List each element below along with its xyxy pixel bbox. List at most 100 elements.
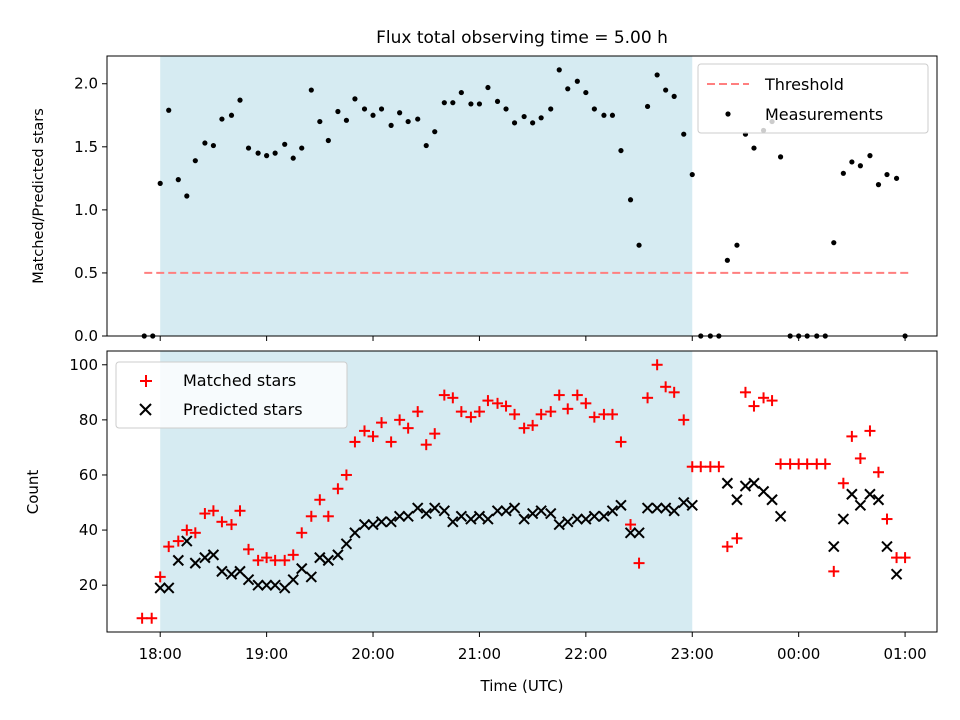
predicted-star-point	[252, 579, 264, 591]
measurement-point	[548, 106, 554, 112]
predicted-star-point	[872, 494, 885, 506]
matched-star-point	[801, 458, 813, 470]
predicted-star-point	[393, 510, 406, 523]
measurement-point	[335, 108, 341, 115]
matched-star-point	[606, 408, 618, 420]
predicted-star-point	[420, 507, 432, 520]
measurement-point	[343, 117, 350, 123]
measurement-point	[415, 116, 421, 122]
predicted-star-point	[358, 518, 371, 531]
measurement-point	[609, 112, 616, 118]
top-y-axis-label: Matched/Predicted stars	[31, 108, 47, 284]
measurement-point	[724, 257, 730, 263]
measurement-point	[272, 150, 278, 156]
matched-star-point	[854, 452, 866, 464]
bottom-y-axis-label: Count	[24, 470, 42, 515]
predicted-star-point	[482, 513, 494, 525]
measurement-point	[671, 93, 677, 99]
predicted-star-point	[269, 579, 281, 591]
matched-star-point	[739, 386, 751, 398]
matched-star-point	[332, 483, 344, 495]
bottom-y-tick-label: 80	[79, 411, 98, 429]
matched-star-point	[359, 425, 371, 437]
matched-star-point	[545, 406, 557, 418]
predicted-star-point	[526, 507, 539, 520]
matched-star-point	[252, 554, 264, 566]
measurement-point	[538, 115, 544, 121]
measurement-point	[511, 120, 518, 126]
measurement-point	[157, 180, 163, 186]
measurement-point	[751, 145, 757, 151]
predicted-star-point	[207, 549, 220, 561]
legend-predicted-label: Predicted stars	[183, 400, 303, 419]
top-y-axis-ticks: 0.0 0.5 1.0 1.5 2.0	[74, 75, 107, 345]
matched-star-point	[412, 406, 424, 418]
matched-star-point	[154, 571, 166, 583]
legend-matched-label: Matched stars	[183, 371, 296, 390]
matched-star-point	[872, 466, 884, 478]
predicted-star-point	[199, 551, 211, 564]
matched-star-point	[216, 516, 228, 528]
measurement-point	[458, 89, 464, 96]
predicted-star-point	[438, 505, 451, 517]
measurement-point	[565, 86, 571, 92]
predicted-star-point	[332, 549, 344, 561]
predicted-star-point	[606, 505, 619, 517]
matched-star-point	[642, 392, 654, 404]
measurement-point	[831, 240, 837, 246]
measurement-point	[308, 87, 314, 93]
predicted-star-point	[846, 488, 858, 500]
measurement-point	[689, 171, 695, 178]
predicted-star-point	[686, 499, 698, 511]
measurement-point	[202, 140, 208, 146]
measurement-point	[618, 147, 624, 154]
predicted-star-point	[535, 505, 547, 517]
predicted-star-point	[864, 488, 876, 500]
measurement-point	[485, 84, 491, 91]
matched-star-point	[553, 389, 565, 401]
predicted-star-point	[562, 516, 574, 528]
measurement-point	[397, 110, 403, 116]
predicted-star-point	[385, 516, 397, 528]
measurement-point	[175, 177, 181, 183]
bottom-legend-box	[115, 361, 348, 429]
bottom-y-tick-label: 100	[69, 356, 98, 374]
matched-star-point	[828, 565, 840, 577]
matched-star-point	[322, 510, 334, 522]
measurement-point	[370, 112, 376, 118]
measurement-point	[681, 131, 687, 137]
predicted-star-point	[447, 516, 459, 528]
matched-star-point	[615, 436, 627, 448]
matched-star-point	[775, 458, 787, 470]
predicted-star-point	[465, 513, 477, 525]
bottom-x-tick-label: 00:00	[777, 645, 820, 663]
predicted-star-point	[163, 582, 175, 594]
matched-star-point	[864, 425, 876, 437]
measurement-point	[574, 78, 580, 84]
matched-star-point	[819, 458, 831, 470]
matched-star-point	[482, 395, 494, 407]
predicted-star-point	[518, 513, 530, 525]
measurement-point	[583, 89, 589, 96]
predicted-star-point	[659, 502, 672, 514]
matched-star-point	[447, 392, 459, 404]
matched-star-point	[721, 541, 733, 553]
predicted-star-point	[216, 565, 228, 578]
matched-star-point	[465, 411, 477, 423]
matched-star-point	[314, 494, 326, 506]
matched-star-point	[473, 406, 485, 418]
predicted-star-point	[181, 535, 193, 547]
predicted-star-point	[429, 502, 441, 514]
matched-star-point	[420, 439, 432, 451]
matched-star-point	[340, 469, 352, 481]
matched-star-point	[571, 389, 583, 401]
predicted-star-point	[305, 571, 318, 583]
measurement-point	[282, 141, 288, 147]
matched-star-point	[588, 411, 600, 423]
measurement-point	[255, 150, 261, 156]
legend-measurements-swatch	[725, 111, 731, 117]
matched-star-point	[678, 414, 690, 426]
matched-star-point	[748, 400, 760, 412]
matched-star-point	[881, 513, 893, 525]
matched-star-point	[518, 422, 530, 434]
